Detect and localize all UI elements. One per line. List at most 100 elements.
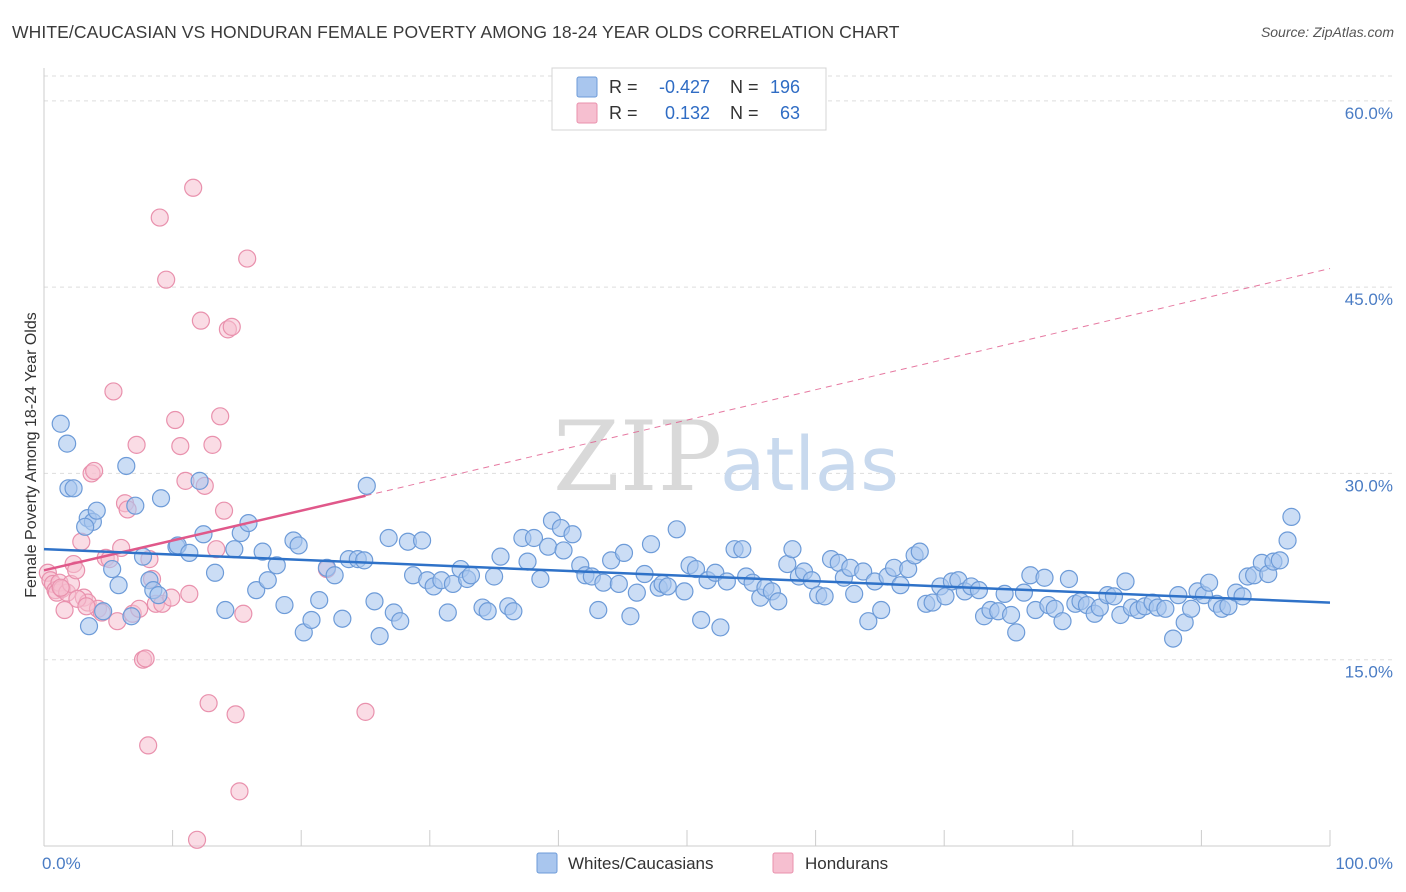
point-whites-92 [658,577,677,596]
point-hondurans-39 [171,436,190,456]
point-whites-122 [854,562,873,581]
point-whites-111 [783,540,802,559]
legend-n-label-hondurans: N = [730,103,759,123]
legend-box [551,67,827,131]
point-whites-15 [133,547,153,566]
point-whites-121 [845,584,864,603]
point-whites-46 [357,476,376,495]
point-whites-96 [686,559,706,579]
legend-r-label-hondurans: R = [609,103,638,123]
point-hondurans-38 [166,410,185,430]
point-hondurans-56 [238,249,257,268]
point-hondurans-46 [199,694,218,713]
point-whites-41 [325,566,344,585]
y-tick-label-1: 30.0% [1345,476,1393,495]
point-whites-131 [910,542,929,561]
point-whites-45 [355,551,374,570]
point-whites-30 [247,581,266,600]
point-whites-32 [258,571,277,590]
point-whites-145 [1001,605,1021,625]
point-hondurans-30 [136,649,155,668]
watermark-zip: ZIP [553,401,722,513]
point-whites-170 [1164,629,1183,648]
point-whites-82 [594,573,613,592]
point-whites-87 [627,583,646,602]
point-whites-26 [216,600,235,620]
point-whites-17 [151,489,171,508]
point-hondurans-59 [51,578,70,597]
point-whites-71 [524,528,544,548]
point-whites-153 [1053,612,1072,631]
trend-extension-hondurans [365,268,1331,497]
point-whites-169 [1156,599,1175,618]
point-hondurans-34 [150,208,169,227]
legend-r-value-hondurans: 0.132 [665,103,710,123]
point-whites-187 [1270,551,1289,570]
point-hondurans-52 [222,317,241,336]
point-whites-100 [711,618,730,637]
point-whites-154 [1059,569,1079,589]
point-hondurans-36 [157,270,176,289]
y-tick-label-3: 60.0% [1345,104,1393,123]
trend-lines [43,268,1331,604]
point-whites-123 [859,612,878,631]
bottom-legend-label-whites: Whites/Caucasians [568,854,714,873]
point-whites-161 [1104,587,1124,606]
point-whites-33 [267,556,286,575]
point-whites-101 [717,572,736,591]
point-whites-51 [391,612,410,631]
x-tick-labels: 0.0% 100.0% [42,854,1393,873]
y-tick-labels: 15.0% 30.0% 45.0% 60.0% [1345,104,1393,682]
point-hondurans-41 [180,584,199,603]
point-whites-7 [87,501,106,520]
axes [43,68,1331,847]
point-hondurans-55 [234,604,253,623]
point-hondurans-27 [127,435,146,454]
point-whites-86 [621,607,640,626]
point-whites-97 [692,610,711,630]
point-whites-54 [412,531,432,550]
point-hondurans-43 [187,830,207,849]
point-hondurans-7 [55,600,74,620]
point-whites-125 [872,600,891,620]
source-label: Source: ZipAtlas.com [1260,24,1394,40]
point-whites-70 [518,552,537,571]
point-whites-188 [1278,531,1297,550]
point-whites-3 [64,479,83,498]
x-tick-label-1: 100.0% [1335,854,1393,873]
chart-title: WHITE/CAUCASIAN VS HONDURAN FEMALE POVER… [12,22,900,42]
point-whites-34 [275,595,294,615]
point-hondurans-16 [85,461,104,481]
legend-swatch-whites [576,76,598,98]
point-hondurans-48 [207,540,226,559]
point-hondurans-54 [230,782,249,801]
watermark: ZIP atlas [553,401,899,513]
point-hondurans-42 [184,178,203,197]
point-whites-47 [365,592,384,611]
point-whites-12 [109,576,128,595]
point-hondurans-44 [191,311,210,330]
legend-n-value-hondurans: 63 [780,103,800,123]
point-whites-163 [1116,572,1135,591]
legend-swatch-hondurans [576,102,598,124]
point-whites-11 [117,456,136,476]
legend-r-label-whites: R = [609,77,638,97]
legend: R = -0.427 N = 196 R = 0.132 N = 63 [551,67,827,131]
point-hondurans-12 [72,532,91,551]
point-whites-85 [614,543,634,563]
y-axis-label: Female Poverty Among 18-24 Year Olds [23,312,40,598]
point-whites-89 [641,535,661,554]
y-tick-label-0: 15.0% [1345,663,1393,682]
point-whites-27 [225,540,244,559]
trend-line-whites [43,547,1331,604]
point-hondurans-49 [211,407,230,426]
point-whites-23 [190,471,209,490]
point-whites-93 [667,520,686,539]
point-whites-39 [310,590,329,610]
point-whites-1 [58,434,77,453]
bottom-legend-swatch-whites [536,852,558,874]
point-whites-36 [289,536,308,555]
point-whites-146 [1007,623,1026,642]
point-whites-176 [1200,573,1219,592]
point-whites-94 [675,582,694,601]
